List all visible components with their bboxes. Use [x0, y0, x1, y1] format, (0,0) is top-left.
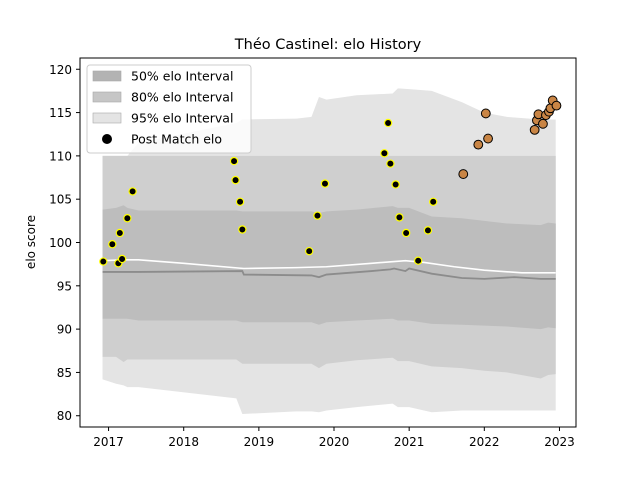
post-match-elo-point	[458, 169, 469, 179]
x-tick-label: 2022	[469, 435, 500, 449]
legend-swatch	[92, 70, 122, 82]
post-match-elo-point	[401, 228, 411, 238]
y-tick-label: 115	[49, 106, 72, 120]
chart-title: Théo Castinel: elo History	[234, 37, 422, 53]
post-match-elo-point	[429, 197, 438, 206]
legend-swatch	[92, 112, 122, 124]
y-tick-label: 80	[57, 409, 72, 423]
mean-elo-line	[102, 259, 556, 274]
post-match-elo-point	[551, 100, 562, 111]
post-match-elo-point	[529, 124, 540, 135]
legend-label: 95% elo Interval	[131, 111, 233, 126]
x-axis: 2017 2018 2019 2020 2021 2022 2023	[93, 427, 575, 449]
y-tick-label: 85	[57, 366, 72, 380]
post-match-elo-point	[313, 211, 322, 220]
y-tick-label: 95	[57, 279, 72, 293]
y-tick-label: 105	[49, 193, 72, 207]
legend-swatch	[92, 91, 122, 103]
y-tick-label: 110	[49, 149, 72, 163]
legend-label: 50% elo Interval	[131, 69, 233, 84]
post-match-elo-point	[108, 240, 117, 249]
post-match-elo-point	[123, 214, 132, 223]
x-tick-label: 2019	[244, 435, 275, 449]
x-tick-label: 2018	[168, 435, 199, 449]
post-match-elo-point	[128, 187, 137, 196]
post-match-elo-point	[380, 149, 389, 158]
post-match-elo-point	[238, 225, 247, 234]
post-match-elo-point	[386, 159, 395, 168]
post-match-points	[99, 95, 562, 268]
post-match-elo-point	[320, 179, 330, 188]
y-tick-label: 90	[57, 323, 72, 337]
trend-lines	[102, 259, 556, 280]
post-match-elo-point	[99, 257, 108, 266]
post-match-elo-point	[235, 197, 245, 206]
post-match-elo-point	[305, 246, 314, 256]
post-match-elo-point	[538, 118, 548, 129]
legend-box	[86, 64, 252, 154]
post-match-elo-point	[115, 228, 125, 238]
interval-bands	[102, 88, 556, 415]
y-tick-label: 100	[49, 236, 72, 250]
x-tick-label: 2021	[394, 435, 425, 449]
post-match-elo-point	[483, 133, 493, 144]
legend-label: 80% elo Interval	[131, 90, 233, 105]
post-match-elo-point	[423, 226, 433, 235]
x-tick-label: 2023	[544, 435, 575, 449]
legend-marker	[102, 134, 112, 144]
post-match-elo-point	[473, 139, 484, 150]
post-match-elo-point	[229, 156, 239, 166]
post-match-elo-point	[117, 254, 127, 264]
y-axis: 80 85 90 95 100 105 110 115 120	[49, 63, 80, 423]
post-match-elo-point	[413, 256, 423, 265]
y-axis-label: elo score	[24, 215, 38, 269]
post-match-elo-point	[391, 180, 400, 189]
median-elo-line	[102, 267, 556, 280]
x-tick-label: 2017	[93, 435, 124, 449]
post-match-elo-point	[231, 175, 240, 185]
legend-label: Post Match elo	[131, 132, 222, 147]
y-tick-label: 120	[49, 63, 72, 77]
post-match-elo-point	[480, 108, 491, 119]
x-tick-label: 2020	[319, 435, 350, 449]
post-match-elo-point	[383, 118, 393, 128]
legend: 50% elo Interval 80% elo Interval 95% elo …	[86, 64, 252, 154]
post-match-elo-point	[395, 213, 404, 222]
